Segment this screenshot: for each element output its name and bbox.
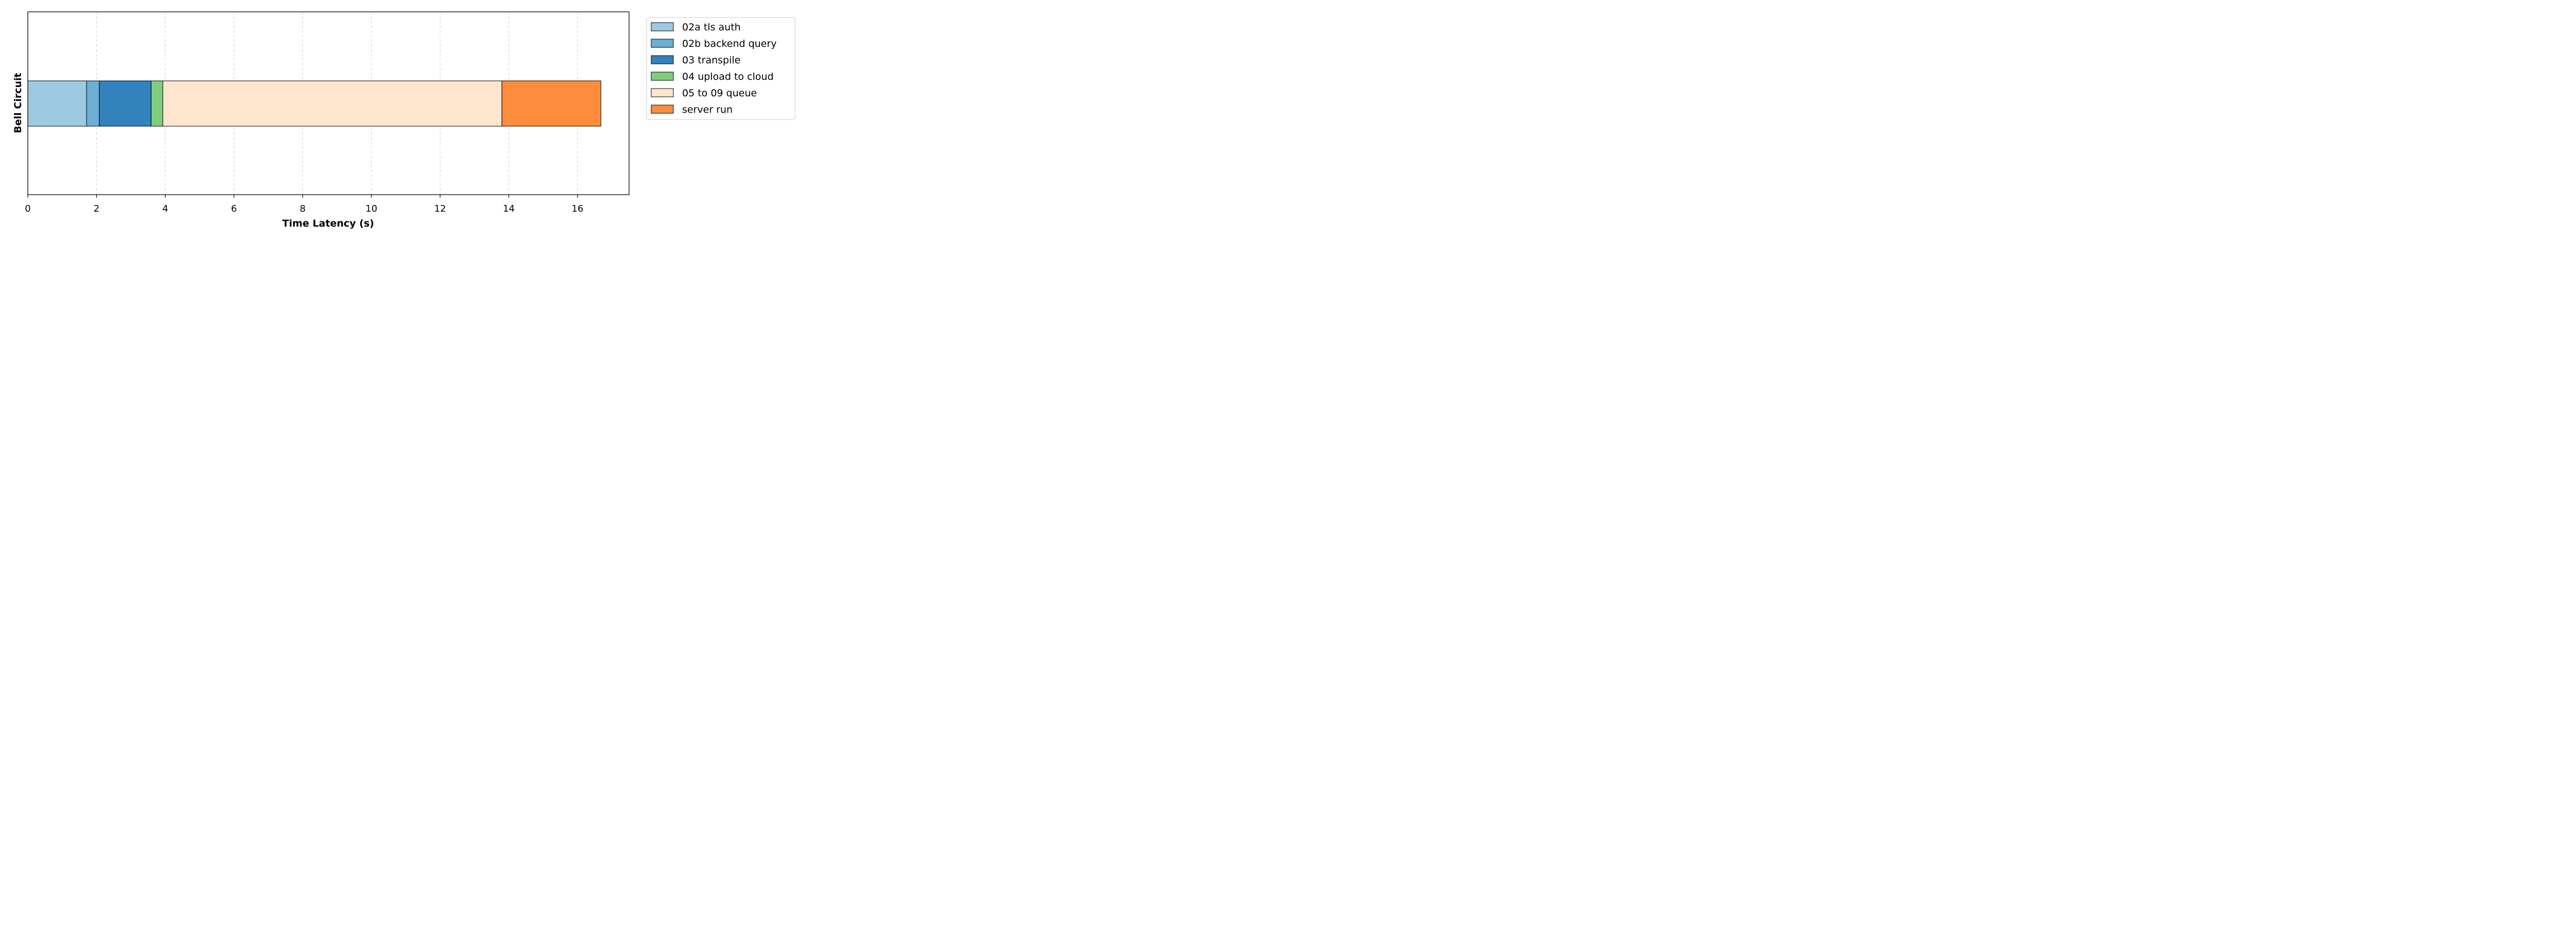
x-tick-label: 0 (25, 203, 30, 214)
legend-label: 05 to 09 queue (682, 88, 757, 99)
y-axis-label: Bell Circuit (12, 73, 24, 133)
legend-label: 02a tls auth (682, 22, 741, 33)
bar-segment (86, 80, 100, 127)
legend-label: 03 transpile (682, 55, 740, 66)
x-axis-ticks: 0 2 4 6 8 10 12 14 16 (25, 195, 583, 214)
x-tick-label: 6 (231, 203, 236, 214)
legend-swatch (651, 72, 674, 81)
legend-swatch (651, 39, 674, 48)
bar-segments (27, 80, 601, 127)
x-tick-label: 8 (300, 203, 306, 214)
legend-swatch (651, 22, 674, 31)
legend-label: server run (682, 104, 733, 115)
chart-svg: 0 2 4 6 8 10 12 14 16 Time Latency (s) Bell Circ… (12, 11, 795, 229)
legend-frame (646, 17, 795, 120)
x-tick-label: 12 (434, 203, 446, 214)
x-tick-label: 16 (572, 203, 584, 214)
chart: 0 2 4 6 8 10 12 14 16 Time Latency (s) Bell Circ… (0, 0, 807, 242)
x-axis-label: Time Latency (s) (282, 218, 374, 229)
bar-segment (27, 80, 87, 127)
legend-label: 04 upload to cloud (682, 71, 774, 82)
legend-swatch (651, 88, 674, 97)
bar-segment (162, 80, 502, 127)
plot-frame (27, 11, 630, 195)
x-tick-label: 10 (365, 203, 377, 214)
bar-segment (501, 80, 601, 127)
x-tick-label: 4 (162, 203, 168, 214)
bar-segment (150, 80, 163, 127)
legend-swatch (651, 105, 674, 114)
legend-swatch (651, 55, 674, 64)
bar-segment (99, 80, 151, 127)
x-tick-label: 2 (94, 203, 99, 214)
legend: 02a tls auth 02b backend query 03 transpil… (646, 17, 795, 120)
legend-label: 02b backend query (682, 38, 776, 49)
x-tick-label: 14 (503, 203, 515, 214)
